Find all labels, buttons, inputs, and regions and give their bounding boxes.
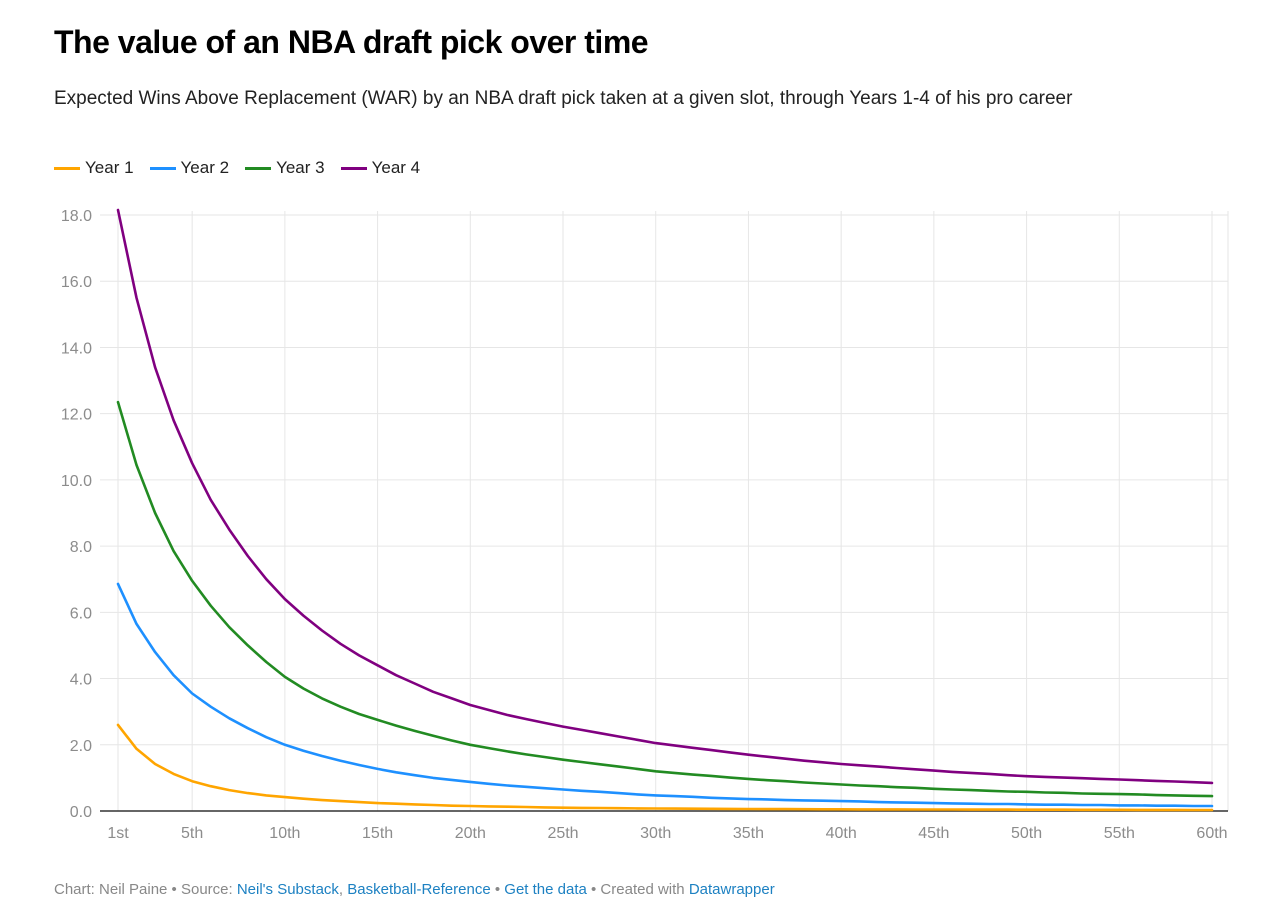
line-chart: 0.0 2.0 4.0 6.0 8.0 10.0 12.0 14.0 16.0 18.0 1st 5… bbox=[61, 208, 1229, 842]
series-line-year-1 bbox=[116, 723, 1214, 812]
legend-item-year-3: Year 3 bbox=[245, 158, 325, 178]
y-tick-label: 6.0 bbox=[70, 605, 92, 622]
series-line-year-4 bbox=[116, 208, 1214, 785]
y-tick-label: 16.0 bbox=[61, 274, 92, 291]
x-gridlines bbox=[117, 211, 1229, 811]
x-tick-label: 1st bbox=[107, 825, 129, 842]
footer-credit: Chart: Neil Paine bbox=[54, 881, 168, 898]
footer-separator: • Created with bbox=[586, 881, 689, 898]
x-tick-label: 40th bbox=[826, 825, 857, 842]
x-tick-label: 20th bbox=[455, 825, 486, 842]
y-tick-label: 10.0 bbox=[61, 473, 92, 490]
x-tick-label: 15th bbox=[362, 825, 393, 842]
series-line-year-2 bbox=[116, 582, 1214, 808]
legend-swatch-year-4 bbox=[340, 166, 367, 170]
legend-label-year-4: Year 4 bbox=[371, 158, 421, 177]
chart-footer: Chart: Neil Paine • Source: Neil's Subst… bbox=[54, 881, 775, 898]
y-tick-label: 2.0 bbox=[70, 738, 92, 755]
legend-item-year-4: Year 4 bbox=[340, 158, 421, 178]
footer-separator: • Source: bbox=[167, 881, 237, 898]
legend-label-year-2: Year 2 bbox=[180, 158, 230, 177]
legend-label-year-1: Year 1 bbox=[85, 158, 134, 177]
series-lines bbox=[116, 208, 1214, 812]
legend-swatch-year-2 bbox=[149, 166, 176, 170]
y-tick-label: 14.0 bbox=[61, 340, 92, 357]
y-tick-label: 12.0 bbox=[61, 407, 92, 424]
chart-title: The value of an NBA draft pick over time bbox=[54, 24, 649, 60]
legend-swatch-year-1 bbox=[54, 166, 80, 170]
x-tick-label: 55th bbox=[1104, 825, 1135, 842]
source-link-basketball-reference[interactable]: Basketball-Reference bbox=[347, 881, 491, 898]
x-tick-label: 45th bbox=[918, 825, 949, 842]
x-tick-label: 30th bbox=[640, 825, 671, 842]
footer-comma: , bbox=[338, 881, 348, 898]
get-the-data-link[interactable]: Get the data bbox=[504, 881, 587, 898]
legend-item-year-2: Year 2 bbox=[149, 158, 230, 178]
y-tick-label: 8.0 bbox=[70, 539, 92, 556]
y-tick-label: 4.0 bbox=[70, 672, 92, 689]
x-axis-ticks: 1st 5th 10th 15th 20th 25th 30th 35th 40th 45th 50… bbox=[107, 825, 1227, 842]
legend: Year 1 Year 2 Year 3 Year 4 bbox=[54, 158, 420, 178]
series-line-year-3 bbox=[116, 400, 1214, 798]
footer-separator: • bbox=[490, 881, 505, 898]
legend-label-year-3: Year 3 bbox=[276, 158, 325, 177]
y-axis-ticks: 0.0 2.0 4.0 6.0 8.0 10.0 12.0 14.0 16.0 18.0 bbox=[61, 208, 92, 821]
chart-subtitle: Expected Wins Above Replacement (WAR) by… bbox=[54, 88, 1073, 109]
x-tick-label: 10th bbox=[269, 825, 300, 842]
datawrapper-link[interactable]: Datawrapper bbox=[688, 881, 775, 898]
x-tick-label: 60th bbox=[1196, 825, 1227, 842]
x-tick-label: 25th bbox=[547, 825, 578, 842]
source-link-neils-substack[interactable]: Neil's Substack bbox=[236, 881, 339, 898]
x-tick-label: 5th bbox=[181, 825, 203, 842]
y-tick-label: 18.0 bbox=[61, 208, 92, 225]
x-tick-label: 50th bbox=[1011, 825, 1042, 842]
legend-item-year-1: Year 1 bbox=[54, 158, 134, 178]
y-tick-label: 0.0 bbox=[70, 804, 92, 821]
x-tick-label: 35th bbox=[733, 825, 764, 842]
legend-swatch-year-3 bbox=[245, 166, 272, 170]
